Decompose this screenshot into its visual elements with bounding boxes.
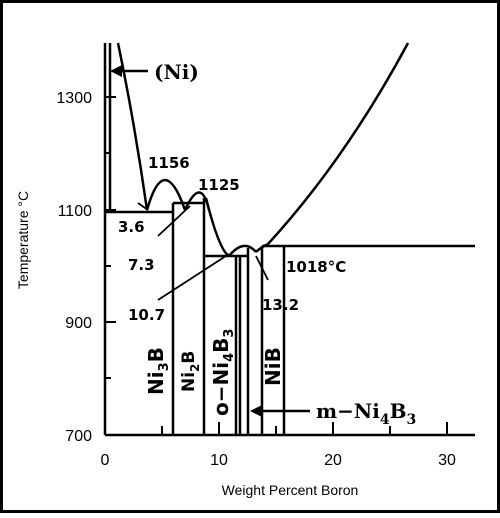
label-13-2: 13.2 [262, 296, 299, 314]
leader-10-7 [157, 253, 230, 301]
x-tick-label-20: 20 [324, 452, 342, 469]
y-tick-label-900: 900 [65, 315, 92, 332]
label-1156: 1156 [148, 154, 190, 172]
liquidus-ni-side [116, 42, 149, 211]
label-ni: (Ni) [154, 60, 199, 84]
y-tick-label-1300: 1300 [56, 90, 92, 107]
phase-label-mni4b3: m−Ni4B3 [316, 399, 416, 428]
leader-lines [137, 202, 269, 301]
x-tick-label-0: 0 [101, 452, 110, 469]
x-ticks [161, 422, 448, 435]
liquidus-curves [108, 42, 410, 258]
ni2b-dome-right [204, 197, 230, 258]
y-tick-label-1100: 1100 [58, 203, 93, 220]
label-7-3: 7.3 [128, 256, 155, 274]
svg-text:o−Ni4B3: o−Ni4B3 [209, 329, 237, 416]
leader-13-2 [255, 255, 269, 281]
y-tick-label-700: 700 [65, 428, 92, 445]
x-tick-label-30: 30 [438, 452, 456, 469]
phase-label-ni2b: Ni2B [179, 351, 202, 392]
phase-label-oni4b3: o−Ni4B3 [209, 329, 237, 416]
svg-text:Ni3B: Ni3B [144, 347, 172, 395]
liquidus-b-side [255, 42, 410, 253]
label-3-6: 3.6 [118, 218, 145, 236]
mni4b3-arrow [250, 405, 310, 417]
y-axis-title: Temperature °C [15, 191, 31, 289]
ni-arrow [110, 65, 148, 77]
arrow-head-icon [110, 65, 122, 77]
svg-text:Ni2B: Ni2B [179, 351, 202, 392]
label-1018: 1018°C [286, 258, 346, 276]
phase-label-ni3b: Ni3B [144, 347, 172, 395]
ni3b-dome [145, 178, 187, 211]
svg-text:NiB: NiB [261, 347, 285, 386]
ni4b3-dome [228, 244, 257, 257]
label-1125: 1125 [198, 176, 240, 194]
phase-label-nib: NiB [261, 347, 285, 386]
x-tick-label-10: 10 [210, 452, 228, 469]
arrow-head-icon [250, 405, 262, 417]
label-10-7: 10.7 [128, 306, 165, 324]
leader-3-6 [137, 202, 149, 211]
leader-7-3 [157, 205, 191, 237]
x-axis-title: Weight Percent Boron [222, 482, 359, 498]
phase-boundaries [105, 198, 475, 435]
